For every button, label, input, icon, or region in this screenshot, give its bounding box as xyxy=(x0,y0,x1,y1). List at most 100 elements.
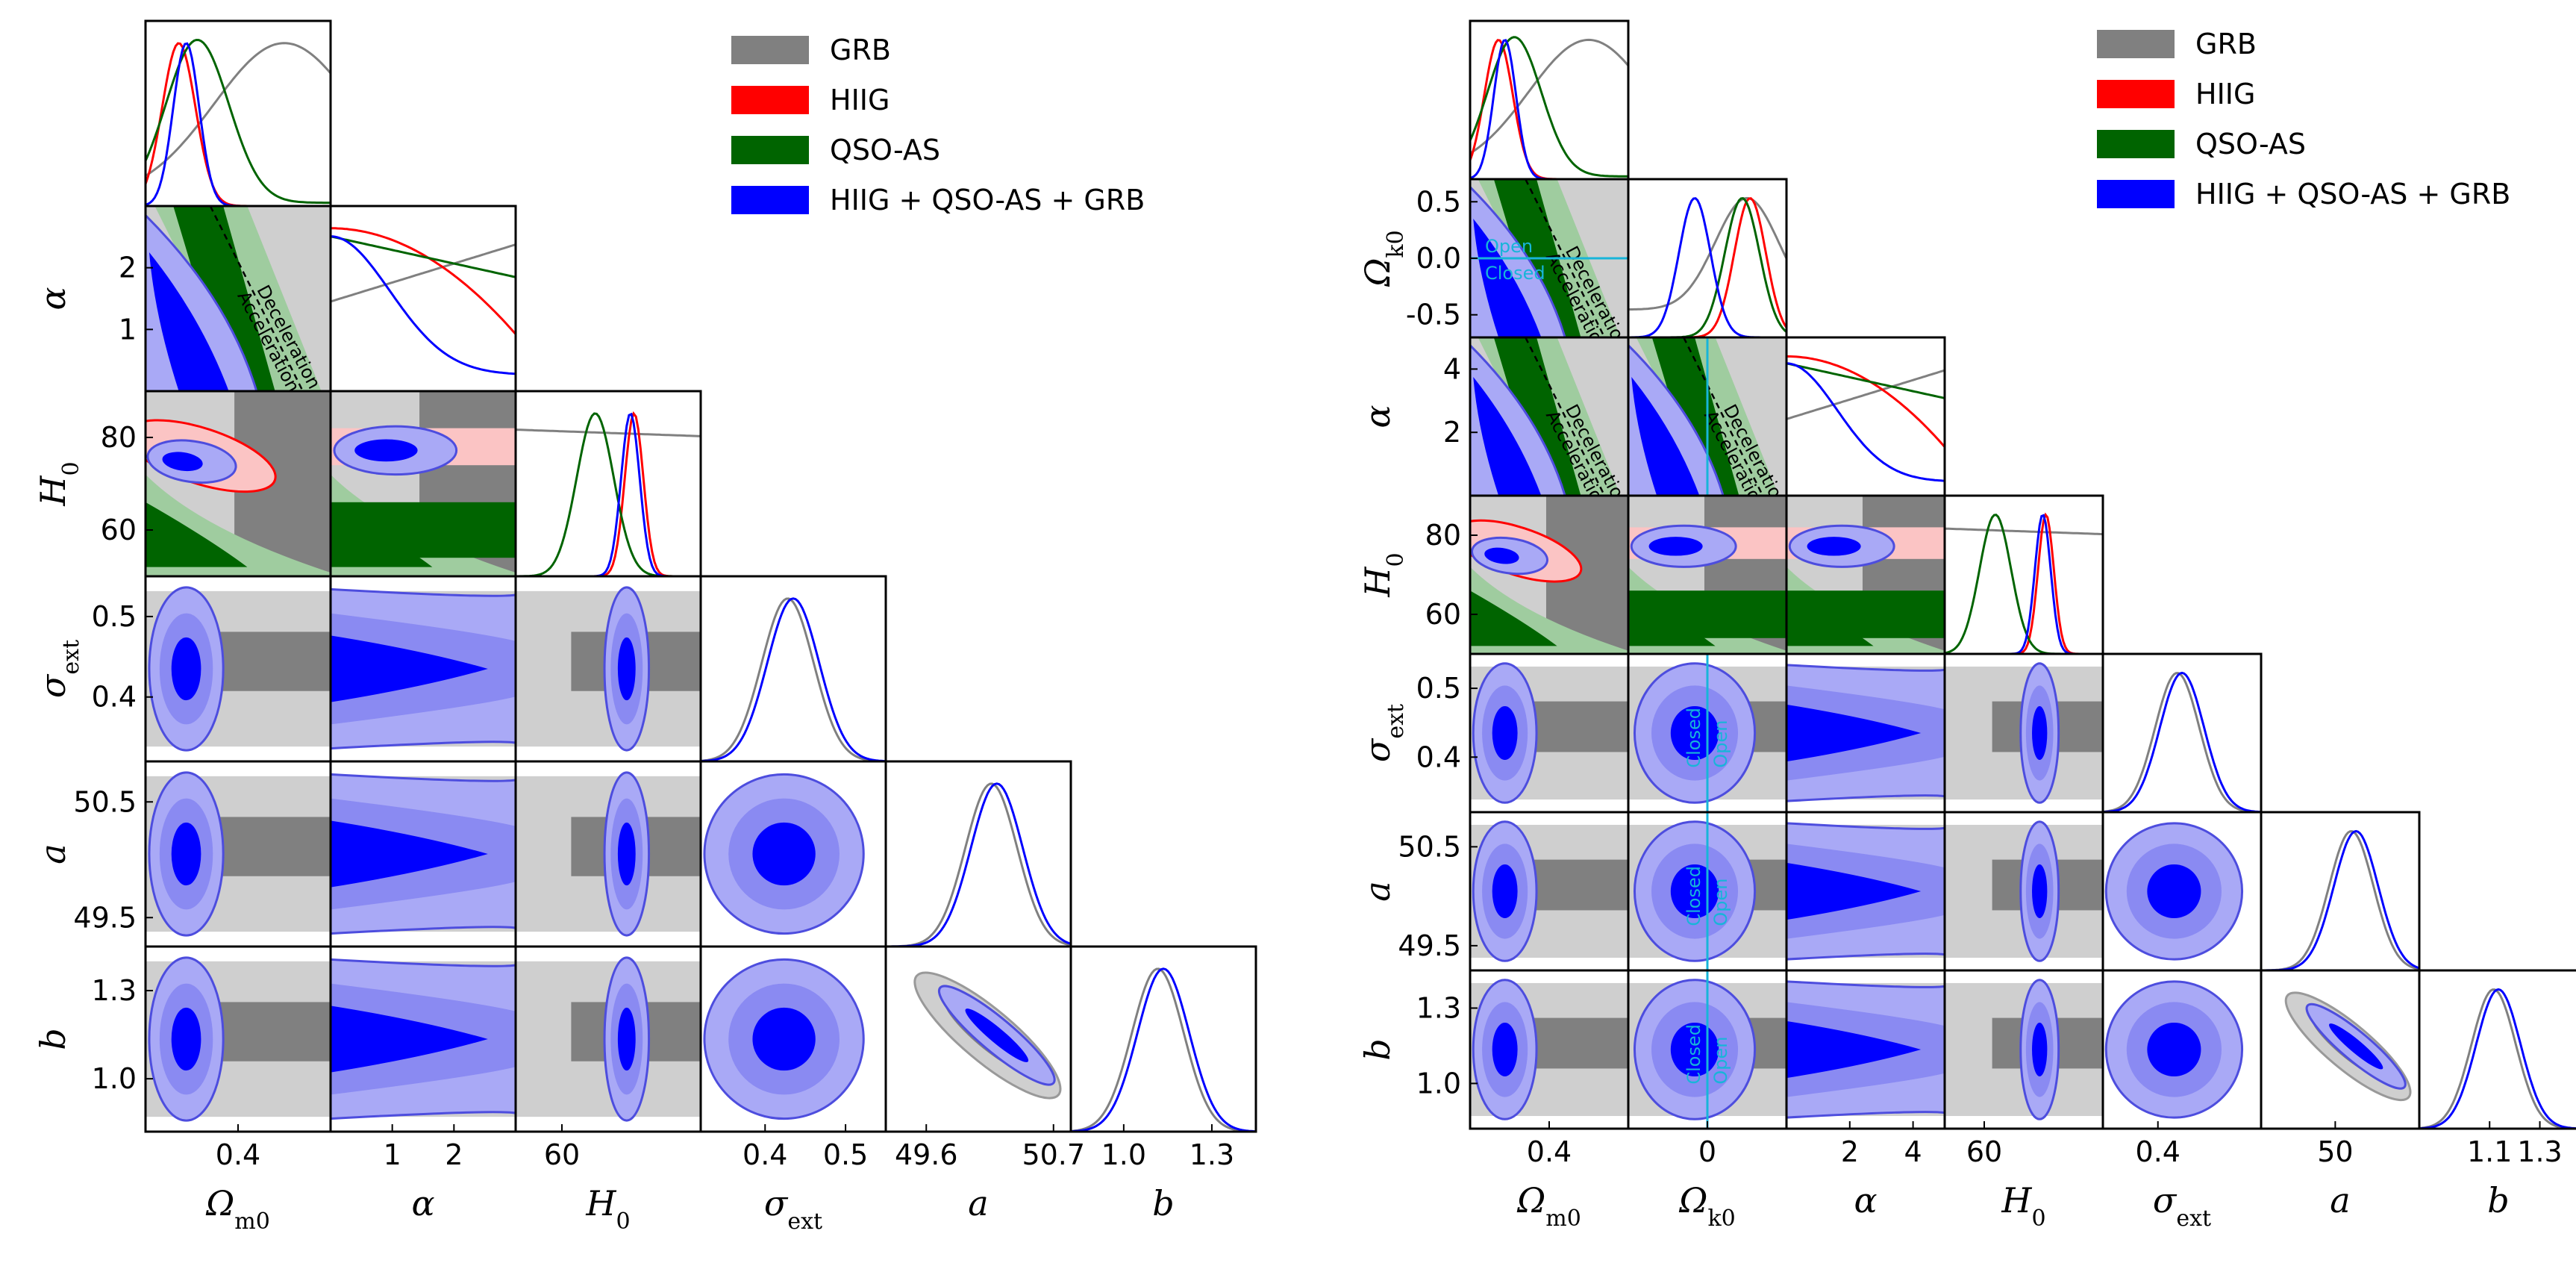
panel-4-2 xyxy=(1785,652,1946,814)
x-tick-label: 1.0 xyxy=(1101,1138,1146,1171)
panel-2-2 xyxy=(1785,336,1946,497)
posterior-HIIG xyxy=(516,411,701,576)
posterior-joint xyxy=(516,412,701,576)
panel-content xyxy=(1786,496,1945,654)
x-tick-label: 0.4 xyxy=(216,1138,260,1171)
x-tick-label: 0.5 xyxy=(823,1138,868,1171)
posterior-QSO-AS xyxy=(516,412,701,576)
joint-contour-1sigma xyxy=(752,822,816,886)
joint-contour-1sigma xyxy=(331,820,488,888)
panel-2-2 xyxy=(514,390,702,578)
y-axis-label: α xyxy=(33,287,73,310)
panel-content xyxy=(1786,664,1945,802)
posterior-HIIG xyxy=(331,227,516,335)
panel-3-3 xyxy=(699,575,887,763)
panel-frame xyxy=(1785,336,1946,497)
region-label-closed: Closed xyxy=(1684,866,1704,926)
panel-4-3 xyxy=(699,760,887,948)
joint-contour-1sigma xyxy=(1786,704,1922,762)
panel-content xyxy=(701,597,886,761)
joint-contour-1sigma xyxy=(331,1005,488,1073)
x-tick-label: 0.4 xyxy=(2136,1135,2180,1168)
x-tick-label: 0.4 xyxy=(743,1138,787,1171)
panel-content xyxy=(1071,967,1256,1132)
panel-content xyxy=(1786,822,1945,961)
y-axis-label: b xyxy=(33,1028,73,1050)
legend-label: HIIG + QSO-AS + GRB xyxy=(2195,178,2510,211)
joint-contour-1sigma xyxy=(617,1007,636,1071)
posterior-GRB xyxy=(1945,527,2103,536)
x-axis-label: H0 xyxy=(2001,1180,2045,1232)
region-label-closed: Closed xyxy=(1684,708,1704,768)
panel-4-0: 49.5 50.5 a xyxy=(33,760,332,948)
joint-contour-1sigma xyxy=(1473,377,1542,496)
legend-label: HIIG xyxy=(830,84,890,116)
joint-contour-1sigma xyxy=(2147,864,2201,919)
panel-content xyxy=(2104,980,2244,1119)
joint-contour-1sigma xyxy=(1473,219,1542,337)
legend-swatch xyxy=(2097,130,2175,158)
panel-content xyxy=(1786,980,1945,1119)
panel-content xyxy=(331,391,516,576)
posterior-GRB xyxy=(2261,830,2419,970)
posterior-GRB xyxy=(2103,672,2261,812)
joint-contour-1sigma xyxy=(2147,1022,2201,1077)
y-axis-label: b xyxy=(1357,1038,1398,1060)
y-tick-label: 1.0 xyxy=(1416,1067,1461,1100)
x-axis-label: b xyxy=(2487,1180,2509,1220)
posterior-GRB xyxy=(2419,988,2576,1129)
panel-frame xyxy=(1069,945,1257,1133)
posterior-joint xyxy=(886,782,1071,947)
panel-content xyxy=(2284,991,2412,1102)
y-tick-label: 49.5 xyxy=(1398,929,1461,962)
panel-content xyxy=(1470,496,1628,654)
legend-label: HIIG + QSO-AS + GRB xyxy=(830,184,1145,216)
panel-5-3 xyxy=(1943,811,2104,972)
x-tick-label: 2 xyxy=(445,1138,463,1171)
panel-content: Closed Open xyxy=(1628,654,1786,812)
panel-content xyxy=(1470,979,1628,1120)
x-tick-label: 0.4 xyxy=(1527,1135,1572,1168)
legend-swatch xyxy=(731,36,809,64)
QSO-AS-contour-1sigma xyxy=(1651,337,1739,496)
x-tick-label: 1.3 xyxy=(2517,1135,2562,1168)
posterior-joint xyxy=(2419,988,2576,1129)
y-tick-label: 1.0 xyxy=(92,1062,137,1095)
posterior-HIIG xyxy=(146,42,331,206)
x-axis-label: b xyxy=(1152,1183,1174,1223)
panel-3-1 xyxy=(1627,494,1788,655)
y-tick-label: 4 xyxy=(1443,352,1461,385)
y-tick-label: 2 xyxy=(119,252,137,284)
x-tick-label: 50 xyxy=(2317,1135,2353,1168)
QSO-AS-band xyxy=(331,502,516,558)
legend-swatch xyxy=(2097,80,2175,108)
QSO-AS-contour-1sigma xyxy=(1470,590,1557,646)
joint-contour-1sigma xyxy=(752,1007,816,1071)
posterior-QSO-AS xyxy=(146,38,331,205)
panel-frame xyxy=(2260,811,2421,972)
panel-content xyxy=(1945,979,2103,1120)
panel-content xyxy=(913,971,1062,1100)
y-tick-label: 1 xyxy=(119,313,137,346)
x-tick-label: 1.1 xyxy=(2467,1135,2512,1168)
posterior-GRB xyxy=(701,597,886,761)
x-tick-label: 2 xyxy=(1841,1135,1859,1168)
x-tick-label: 50.7 xyxy=(1022,1138,1085,1171)
joint-contour-1sigma xyxy=(1484,547,1519,564)
panel-4-4 xyxy=(2101,652,2263,814)
posterior-QSO-AS xyxy=(1786,362,1945,399)
panel-2-0: 60 80 H0 xyxy=(33,390,332,578)
y-tick-label: 0.0 xyxy=(1416,242,1461,275)
legend: GRB HIIG QSO-AS HIIG + QSO-AS + GRB xyxy=(731,34,1145,216)
y-axis-label: H0 xyxy=(1357,552,1409,597)
panel-content xyxy=(331,958,516,1120)
posterior-GRB xyxy=(1071,967,1256,1132)
